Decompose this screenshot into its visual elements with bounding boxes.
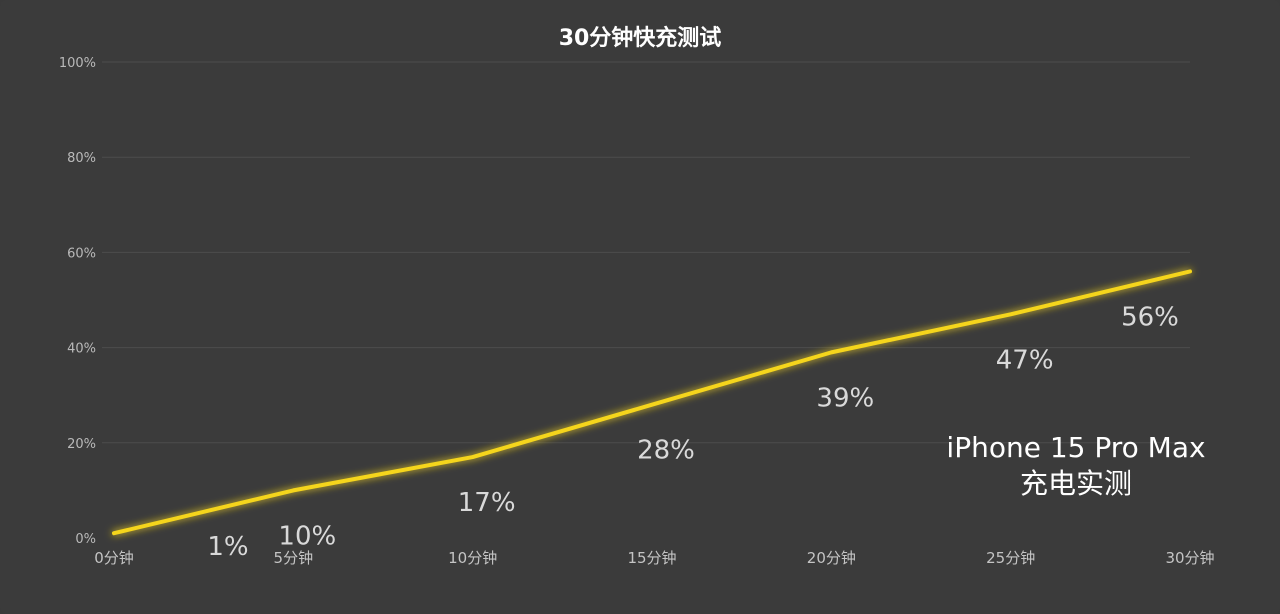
- y-tick-label: 100%: [59, 56, 96, 71]
- x-tick-label: 30分钟: [1165, 549, 1214, 567]
- x-tick-label: 0分钟: [94, 549, 134, 567]
- y-tick-label: 20%: [67, 437, 96, 452]
- y-tick-label: 80%: [67, 151, 96, 166]
- data-label: 1%: [207, 532, 248, 562]
- data-label: 28%: [637, 436, 695, 466]
- annotation-device: iPhone 15 Pro Max: [946, 431, 1206, 464]
- series-line-group: [112, 269, 1192, 536]
- annotation-subtitle: 充电实测: [1019, 467, 1132, 500]
- y-axis-ticks: 0% 20% 40% 60% 80% 100%: [59, 56, 96, 547]
- series-line: [112, 269, 1192, 536]
- data-label: 17%: [458, 488, 516, 518]
- chart-annotation: iPhone 15 Pro Max 充电实测: [936, 430, 1216, 502]
- x-tick-label: 20分钟: [807, 549, 856, 567]
- data-labels: 1% 10% 17% 28% 39% 47% 56%: [207, 302, 1179, 562]
- x-tick-label: 5分钟: [274, 549, 314, 567]
- y-tick-label: 40%: [67, 342, 96, 357]
- chart-title: 30分钟快充测试: [559, 25, 722, 51]
- x-tick-label: 10分钟: [448, 549, 497, 567]
- data-label: 10%: [278, 521, 336, 551]
- gridlines: [102, 61, 1190, 444]
- x-tick-label: 15分钟: [627, 549, 676, 567]
- y-tick-label: 0%: [75, 532, 96, 547]
- x-tick-label: 25分钟: [986, 549, 1035, 567]
- y-tick-label: 60%: [67, 246, 96, 261]
- data-label: 56%: [1121, 302, 1179, 332]
- data-label: 39%: [816, 383, 874, 413]
- data-label: 47%: [996, 345, 1054, 375]
- x-axis-ticks: 0分钟 5分钟 10分钟 15分钟 20分钟 25分钟 30分钟: [94, 549, 1214, 567]
